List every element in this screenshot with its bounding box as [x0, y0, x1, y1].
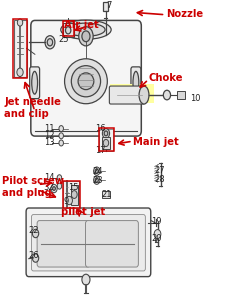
Circle shape — [45, 36, 55, 49]
Circle shape — [32, 254, 39, 262]
Bar — [103, 2, 108, 11]
FancyBboxPatch shape — [131, 67, 141, 99]
Text: pilot jet: pilot jet — [61, 207, 105, 217]
Ellipse shape — [32, 71, 38, 94]
Circle shape — [94, 176, 100, 184]
Text: 13: 13 — [44, 139, 54, 148]
Circle shape — [163, 90, 171, 100]
Circle shape — [82, 274, 90, 285]
Bar — [14, 20, 27, 77]
Text: 26: 26 — [28, 251, 39, 260]
Circle shape — [154, 230, 161, 238]
Text: 19: 19 — [151, 217, 162, 226]
Circle shape — [95, 178, 98, 182]
Circle shape — [17, 19, 23, 26]
Circle shape — [57, 175, 62, 181]
Circle shape — [59, 140, 63, 146]
Text: 25: 25 — [58, 35, 69, 44]
Ellipse shape — [67, 23, 105, 36]
FancyBboxPatch shape — [86, 220, 138, 267]
Text: Pilot screw
and plug: Pilot screw and plug — [2, 176, 64, 197]
Ellipse shape — [133, 71, 139, 94]
FancyBboxPatch shape — [31, 20, 141, 136]
Bar — [13, 19, 27, 78]
Ellipse shape — [139, 86, 149, 104]
Bar — [63, 23, 74, 38]
Circle shape — [57, 183, 62, 189]
Circle shape — [66, 196, 72, 205]
Text: 20: 20 — [151, 234, 162, 243]
Bar — [99, 129, 113, 151]
FancyBboxPatch shape — [26, 208, 151, 277]
Circle shape — [82, 31, 90, 42]
Text: 10: 10 — [191, 94, 201, 103]
Circle shape — [102, 129, 110, 138]
Circle shape — [94, 167, 100, 175]
Text: Choke: Choke — [148, 73, 183, 83]
Circle shape — [79, 27, 93, 46]
Text: 27: 27 — [155, 166, 166, 175]
Bar — [63, 181, 79, 208]
FancyBboxPatch shape — [30, 67, 40, 99]
Text: Air jet: Air jet — [64, 20, 99, 30]
FancyBboxPatch shape — [109, 86, 145, 104]
Text: 11: 11 — [44, 124, 54, 133]
Text: 17: 17 — [95, 146, 106, 155]
Text: 21: 21 — [102, 190, 112, 199]
Circle shape — [53, 187, 55, 190]
Circle shape — [59, 133, 63, 139]
Text: 7: 7 — [106, 1, 111, 10]
Text: 23: 23 — [92, 176, 103, 184]
Text: 9: 9 — [64, 196, 69, 206]
Circle shape — [71, 190, 77, 198]
Bar — [177, 92, 185, 99]
Ellipse shape — [61, 20, 111, 39]
Circle shape — [65, 27, 71, 34]
Bar — [102, 191, 110, 197]
Circle shape — [103, 140, 109, 147]
FancyBboxPatch shape — [32, 214, 145, 271]
Text: Main jet: Main jet — [133, 137, 178, 147]
Circle shape — [59, 126, 63, 132]
Ellipse shape — [65, 59, 107, 104]
Bar — [63, 181, 80, 208]
Text: 32: 32 — [44, 183, 54, 192]
Text: 14: 14 — [44, 172, 54, 182]
Text: 22: 22 — [28, 226, 38, 235]
Bar — [71, 185, 78, 205]
Circle shape — [17, 68, 23, 76]
Circle shape — [47, 39, 53, 46]
Text: Jet needle
and clip: Jet needle and clip — [4, 98, 61, 119]
Text: Nozzle: Nozzle — [166, 9, 204, 19]
Bar — [110, 84, 154, 103]
Text: 24: 24 — [93, 167, 103, 176]
Ellipse shape — [78, 73, 94, 90]
FancyBboxPatch shape — [37, 220, 90, 267]
Text: 16: 16 — [95, 124, 106, 133]
Bar — [63, 21, 74, 36]
Circle shape — [95, 169, 98, 173]
Ellipse shape — [71, 66, 101, 97]
Circle shape — [128, 87, 137, 99]
Circle shape — [104, 131, 108, 136]
Bar — [99, 128, 114, 151]
Text: 28: 28 — [155, 175, 166, 184]
Circle shape — [32, 229, 39, 238]
Text: 12: 12 — [44, 131, 54, 140]
Bar — [102, 137, 110, 149]
Circle shape — [51, 184, 57, 193]
Text: 15: 15 — [69, 183, 79, 192]
